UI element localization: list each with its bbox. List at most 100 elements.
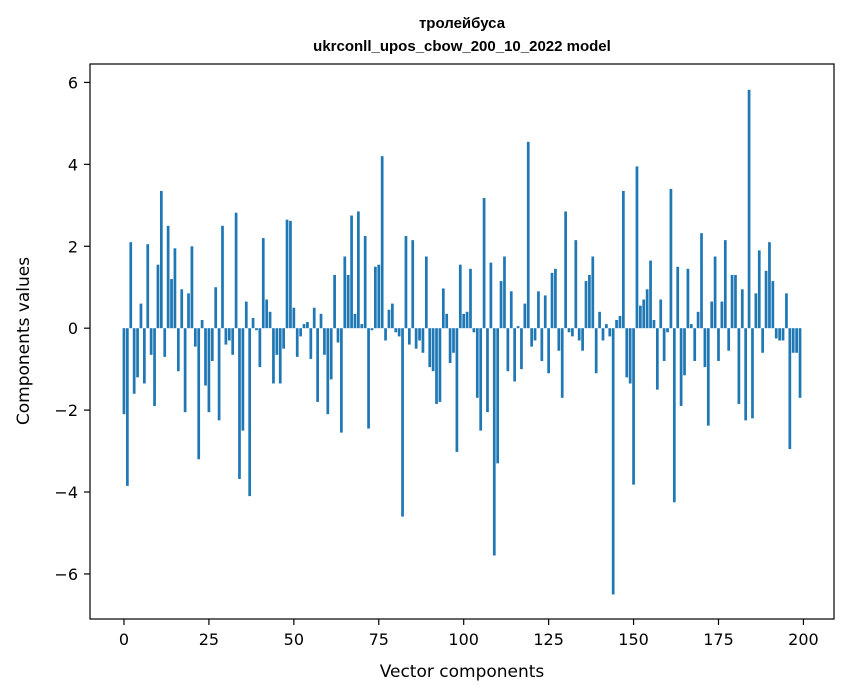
bar	[778, 328, 781, 341]
bar	[285, 219, 289, 329]
bar	[258, 328, 262, 368]
bar	[608, 328, 612, 337]
bar	[455, 328, 459, 452]
bar	[346, 274, 350, 329]
bar	[554, 268, 557, 329]
x-tick-label: 150	[618, 630, 649, 649]
bar	[367, 328, 370, 429]
bar	[740, 289, 744, 329]
bars-group	[122, 89, 802, 595]
bar	[543, 295, 547, 329]
bar	[302, 324, 306, 329]
bar	[153, 328, 156, 407]
bar	[340, 328, 343, 433]
bar	[791, 328, 795, 353]
bar	[272, 328, 275, 384]
bar	[751, 328, 754, 419]
bar	[649, 260, 652, 329]
bar	[730, 274, 734, 329]
bar	[788, 328, 792, 450]
y-tick-label: −4	[54, 483, 78, 502]
bar	[571, 328, 574, 337]
bar	[465, 311, 469, 329]
bar	[299, 328, 302, 337]
x-tick-label: 200	[788, 630, 819, 649]
bar	[577, 328, 581, 341]
bar	[159, 190, 163, 329]
bar	[588, 274, 591, 329]
bar	[438, 328, 442, 402]
y-tick-label: 2	[68, 237, 78, 256]
x-tick-label: 0	[119, 630, 129, 649]
bar	[180, 289, 184, 329]
bar	[666, 328, 669, 333]
bar	[377, 264, 381, 329]
bar	[683, 328, 686, 376]
bar	[309, 328, 313, 359]
bar	[540, 328, 544, 361]
bar	[248, 328, 252, 497]
bar	[594, 328, 598, 374]
bar	[605, 324, 608, 329]
bar	[183, 328, 187, 413]
bar	[482, 197, 486, 329]
bar	[611, 328, 615, 595]
bar	[781, 328, 785, 341]
bar	[489, 262, 493, 329]
bar	[452, 328, 455, 353]
bar	[713, 256, 717, 329]
bar	[598, 311, 601, 329]
bar	[360, 324, 364, 329]
bar	[132, 328, 136, 394]
bar	[333, 274, 336, 329]
y-axis-label: Components values	[14, 257, 34, 425]
bar	[319, 313, 323, 329]
bar	[652, 320, 656, 329]
bar	[255, 328, 258, 331]
bar	[210, 328, 214, 361]
bar	[795, 328, 798, 353]
bar	[435, 328, 438, 404]
bar	[241, 328, 245, 431]
plot-frame	[89, 63, 835, 620]
bar	[200, 320, 204, 329]
x-tick-label: 50	[284, 630, 304, 649]
bar	[530, 328, 533, 347]
bar	[156, 264, 160, 329]
bar	[655, 328, 659, 390]
bar	[516, 326, 520, 329]
bar	[193, 328, 197, 347]
bar	[234, 212, 238, 329]
bar	[584, 281, 588, 329]
bar	[458, 264, 462, 329]
bar	[462, 313, 466, 329]
bar	[221, 225, 224, 329]
bar	[445, 313, 449, 329]
bar	[363, 236, 367, 329]
bar	[632, 328, 635, 485]
bar	[289, 220, 292, 329]
bar	[244, 301, 248, 329]
bar	[190, 246, 194, 329]
bar	[268, 311, 272, 329]
bar	[323, 328, 326, 355]
chart-title-line-1: тролейбуса	[419, 15, 506, 32]
bar	[710, 301, 714, 329]
bar	[394, 328, 398, 333]
bar	[523, 303, 527, 329]
bar	[754, 293, 758, 329]
bar	[662, 328, 666, 361]
bar	[275, 328, 279, 355]
bar	[700, 233, 703, 329]
bar	[509, 291, 513, 329]
bar	[618, 315, 622, 329]
bar	[547, 328, 550, 374]
bar	[431, 328, 435, 372]
bar	[292, 307, 296, 329]
bar	[336, 328, 340, 343]
bar	[370, 328, 374, 331]
bar	[404, 236, 408, 329]
bar	[574, 240, 578, 329]
bar	[418, 328, 421, 341]
bar	[520, 328, 523, 370]
